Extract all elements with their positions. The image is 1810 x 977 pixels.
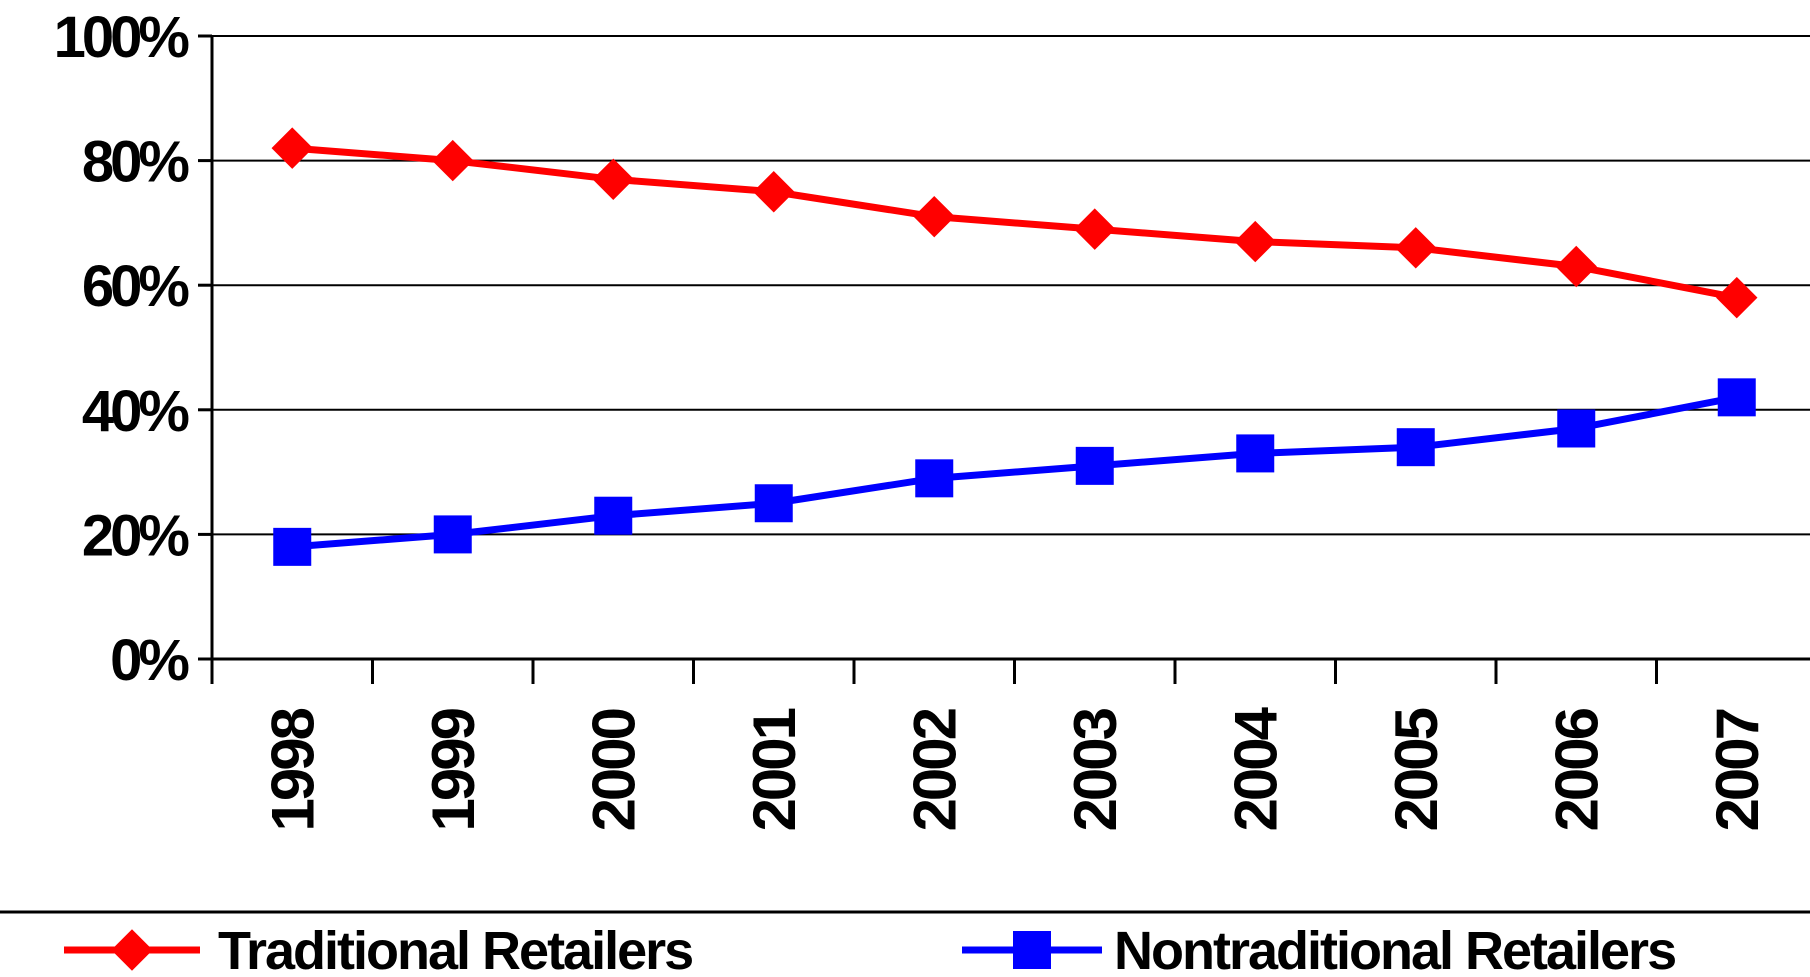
data-point-diamond [432,139,474,182]
series-line-2 [291,393,1738,551]
y-tick-label: 100% [54,5,190,70]
data-point-diamond [1074,208,1116,250]
data-point-square [594,496,633,535]
axes [198,34,1810,684]
legend-marker-diamond [111,929,153,971]
x-tick-label: 1998 [259,708,326,831]
x-tick-label: 1999 [420,708,487,831]
x-tick-label: 2003 [1062,708,1129,831]
data-point-square [273,527,312,566]
series-line-1 [291,144,1738,302]
x-tick-label: 2002 [901,709,968,831]
series-group [271,127,1758,566]
y-tick-label: 0% [110,628,189,693]
y-tick-label: 40% [82,379,190,444]
legend-label: Traditional Retailers [218,921,692,977]
data-point-diamond [913,195,955,238]
data-point-diamond [271,127,313,169]
y-tick-labels: 0% 20% 40% 60% 80% 100% [54,5,194,693]
x-tick-label: 2001 [741,708,808,831]
data-point-diamond [1555,245,1597,288]
data-point-diamond [753,171,795,213]
data-point-square [1557,409,1596,448]
data-point-square [754,484,793,523]
x-tick-labels: 1998 1999 2000 2001 2002 2003 2004 2005 2006 2007 [259,706,1771,831]
x-tick-label: 2004 [1222,706,1289,831]
data-point-square [1075,446,1114,485]
y-tick-label: 60% [82,254,190,319]
x-tick-label: 2005 [1383,708,1450,831]
x-tick-label: 2007 [1704,709,1771,831]
gridlines [212,35,1810,536]
legend-label: Nontraditional Retailers [1114,921,1675,977]
x-tick-label: 2006 [1543,708,1610,831]
data-point-square [433,515,472,554]
data-point-diamond [1395,227,1437,269]
data-point-diamond [1234,220,1276,263]
data-point-diamond [1716,276,1758,319]
data-point-square [1396,428,1435,467]
y-tick-label: 80% [82,130,190,195]
data-point-square [1717,378,1756,417]
data-point-diamond [592,158,634,200]
legend: Traditional Retailers Nontraditional Reta… [64,921,1677,977]
legend-marker-square [1013,931,1051,969]
y-tick-label: 20% [82,503,190,568]
data-point-square [915,459,954,498]
x-tick-label: 2000 [580,709,647,831]
data-point-square [1236,434,1275,473]
